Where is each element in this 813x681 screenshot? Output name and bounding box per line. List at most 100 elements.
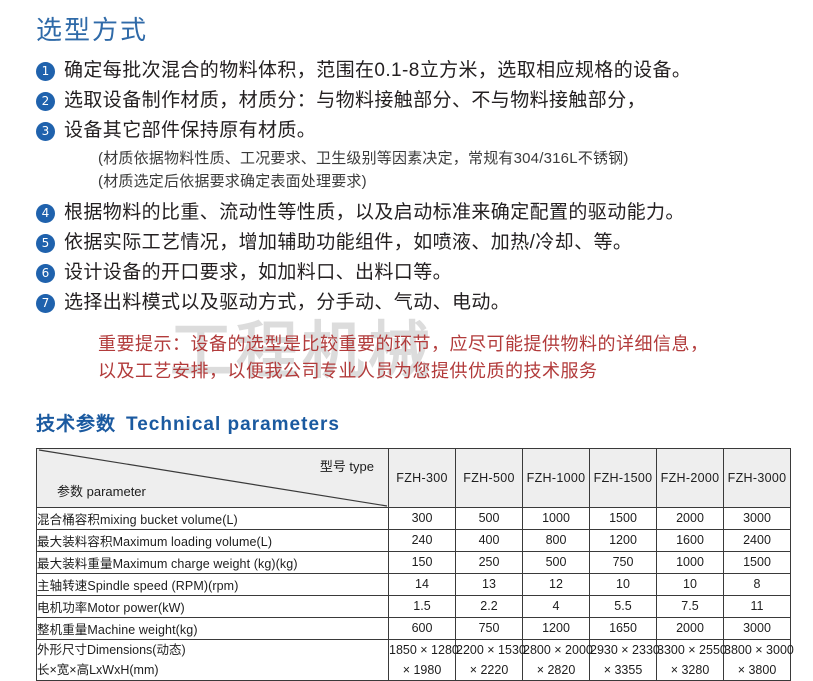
list-item: 5 依据实际工艺情况，增加辅助功能组件，如喷液、加热/冷却、等。 — [36, 229, 793, 257]
material-notes: (材质依据物料性质、工况要求、卫生级别等因素决定，常规有304/316L不锈钢)… — [98, 147, 793, 193]
table-row-dimensions: 外形尺寸Dimensions(动态) 长×宽×高LxWxH(mm) 1850 ×… — [36, 638, 794, 681]
table-cell: 2400 — [723, 528, 791, 552]
table-row: 最大装料重量Maximum charge weight (kg)(kg) 150… — [36, 550, 791, 574]
dimension-h: × 3355 — [603, 662, 643, 677]
row-label: 主轴转速Spindle speed (RPM)(rpm) — [36, 572, 389, 596]
table-cell: 4 — [522, 594, 590, 618]
dimension-h: × 1980 — [402, 662, 442, 677]
row-label: 电机功率Motor power(kW) — [36, 594, 389, 618]
table-header-row: 型号 type 参数 parameter FZH-300 FZH-500 FZH… — [36, 447, 791, 508]
table-cell: 800 — [522, 528, 590, 552]
column-axis-label: 型号 type — [319, 458, 374, 474]
column-header-model: FZH-3000 — [723, 447, 791, 508]
selection-section: 选型方式 1 确定每批次混合的物料体积，范围在0.1-8立方米，选取相应规格的设… — [36, 15, 793, 381]
tech-title-en: Technical parameters — [126, 413, 340, 435]
table-cell: 500 — [522, 550, 590, 574]
table-cell: 14 — [388, 572, 456, 596]
dimension-lw: 2930 × 2330 — [590, 642, 660, 657]
table-cell: 400 — [455, 528, 523, 552]
table-row: 电机功率Motor power(kW) 1.5 2.2 4 5.5 7.5 11 — [36, 594, 791, 618]
table-cell: 300 — [388, 506, 456, 530]
table-cell: 2.2 — [455, 594, 523, 618]
table-cell: 2800 × 2000 × 2820 — [522, 638, 593, 681]
list-item: 7 选择出料模式以及驱动方式，分手动、气动、电动。 — [36, 289, 793, 317]
step-number-badge: 5 — [36, 233, 55, 253]
table-cell: 12 — [522, 572, 590, 596]
table-cell: 750 — [589, 550, 657, 574]
column-header-model: FZH-500 — [455, 447, 523, 508]
table-cell: 1000 — [656, 550, 724, 574]
technical-parameters-section: 技术参数 Technical parameters 型号 type 参数 para… — [0, 409, 813, 681]
list-item: 4 根据物料的比重、流动性等性质，以及启动标准来确定配置的驱动能力。 — [36, 199, 793, 227]
list-item: 2 选取设备制作材质，材质分：与物料接触部分、不与物料接触部分， — [36, 87, 793, 115]
step-text: 确定每批次混合的物料体积，范围在0.1-8立方米，选取相应规格的设备。 — [64, 59, 692, 81]
dimension-h: × 2220 — [469, 662, 509, 677]
table-cell: 2930 × 2330 × 3355 — [589, 638, 660, 681]
corner-header-cell: 型号 type 参数 parameter — [36, 447, 389, 508]
table-cell: 8 — [723, 572, 791, 596]
dimension-lw: 2200 × 1530 — [456, 642, 526, 657]
dimensions-label-line1: 外形尺寸Dimensions(动态) — [37, 642, 186, 657]
notice-line: 重要提示：设备的选型是比较重要的环节，应尽可能提供物料的详细信息， — [98, 333, 709, 354]
dimension-lw: 3800 × 3000 — [724, 642, 794, 657]
table-cell: 150 — [388, 550, 456, 574]
row-label: 混合桶容积mixing bucket volume(L) — [36, 506, 389, 530]
table-row: 主轴转速Spindle speed (RPM)(rpm) 14 13 12 10… — [36, 572, 791, 596]
table-cell: 7.5 — [656, 594, 724, 618]
list-item: 6 设计设备的开口要求，如加料口、出料口等。 — [36, 259, 793, 287]
table-cell: 5.5 — [589, 594, 657, 618]
notice-line: 以及工艺安排，以便我公司专业人员为您提供优质的技术服务 — [98, 360, 598, 381]
table-cell: 750 — [455, 616, 523, 640]
column-header-model: FZH-1000 — [522, 447, 590, 508]
page-title: 选型方式 — [36, 15, 149, 45]
dimension-h: × 2820 — [536, 662, 576, 677]
note-line: (材质选定后依据要求确定表面处理要求) — [98, 172, 367, 190]
list-item: 1 确定每批次混合的物料体积，范围在0.1-8立方米，选取相应规格的设备。 — [36, 57, 793, 85]
column-header-model: FZH-300 — [388, 447, 456, 508]
table-cell: 11 — [723, 594, 791, 618]
specification-table: 型号 type 参数 parameter FZH-300 FZH-500 FZH… — [36, 447, 794, 681]
dimension-h: × 3800 — [737, 662, 777, 677]
step-number-badge: 4 — [36, 203, 55, 223]
table-cell: 1500 — [723, 550, 791, 574]
step-text: 根据物料的比重、流动性等性质，以及启动标准来确定配置的驱动能力。 — [64, 201, 685, 223]
step-text: 设备其它部件保持原有材质。 — [64, 119, 317, 141]
step-text: 设计设备的开口要求，如加料口、出料口等。 — [64, 261, 453, 283]
column-header-model: FZH-1500 — [589, 447, 657, 508]
step-text: 选择出料模式以及驱动方式，分手动、气动、电动。 — [64, 291, 511, 313]
table-cell: 10 — [656, 572, 724, 596]
table-row: 最大装料容积Maximum loading volume(L) 240 400 … — [36, 528, 791, 552]
table-cell: 1000 — [522, 506, 590, 530]
note-line: (材质依据物料性质、工况要求、卫生级别等因素决定，常规有304/316L不锈钢) — [98, 149, 629, 167]
table-cell: 10 — [589, 572, 657, 596]
table-cell: 2000 — [656, 506, 724, 530]
step-number-badge: 3 — [36, 121, 55, 141]
table-cell: 1600 — [656, 528, 724, 552]
row-label-dimensions: 外形尺寸Dimensions(动态) 长×宽×高LxWxH(mm) — [36, 638, 389, 681]
diagonal-divider-icon — [38, 449, 388, 506]
table-cell: 3000 — [723, 506, 791, 530]
table-cell: 3000 — [723, 616, 791, 640]
step-text: 依据实际工艺情况，增加辅助功能组件，如喷液、加热/冷却、等。 — [64, 231, 633, 253]
step-text: 选取设备制作材质，材质分：与物料接触部分、不与物料接触部分， — [64, 89, 647, 111]
dimension-lw: 3300 × 2550 — [657, 642, 727, 657]
table-cell: 240 — [388, 528, 456, 552]
step-list: 1 确定每批次混合的物料体积，范围在0.1-8立方米，选取相应规格的设备。 2 … — [36, 57, 793, 145]
tech-section-title: 技术参数 Technical parameters — [36, 409, 799, 436]
table-cell: 3800 × 3000 × 3800 — [723, 638, 794, 681]
tech-title-cn: 技术参数 — [36, 413, 117, 435]
row-axis-label: 参数 parameter — [57, 483, 146, 499]
table-cell: 1200 — [589, 528, 657, 552]
step-list-continued: 4 根据物料的比重、流动性等性质，以及启动标准来确定配置的驱动能力。 5 依据实… — [36, 199, 793, 317]
step-number-badge: 2 — [36, 91, 55, 111]
table-cell: 250 — [455, 550, 523, 574]
table-cell: 2000 — [656, 616, 724, 640]
table-cell: 13 — [455, 572, 523, 596]
table-cell: 2200 × 1530 × 2220 — [455, 638, 526, 681]
table-cell: 1650 — [589, 616, 657, 640]
dimension-lw: 2800 × 2000 — [523, 642, 593, 657]
dimension-h: × 3280 — [670, 662, 710, 677]
row-label: 最大装料重量Maximum charge weight (kg)(kg) — [36, 550, 389, 574]
row-label: 最大装料容积Maximum loading volume(L) — [36, 528, 389, 552]
table-cell: 1.5 — [388, 594, 456, 618]
